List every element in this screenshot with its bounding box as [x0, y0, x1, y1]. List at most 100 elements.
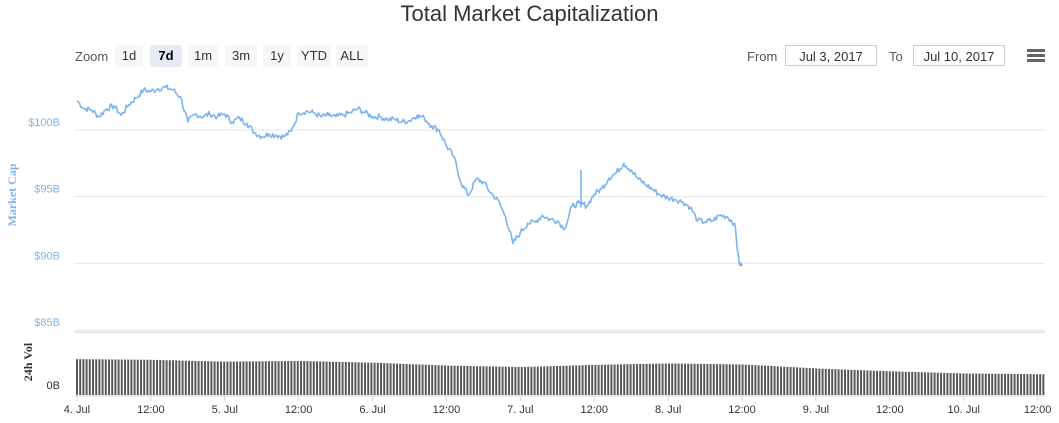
x-tick-label: 5. Jul [212, 404, 238, 416]
volume-bar [1032, 374, 1035, 395]
volume-bar [1020, 374, 1022, 395]
volume-bar [776, 366, 779, 395]
volume-bar [133, 359, 136, 395]
volume-bar [863, 370, 866, 395]
x-tick-label: 4. Jul [64, 404, 90, 416]
volume-bar [764, 365, 766, 395]
volume-bar [508, 366, 510, 395]
zoom-all-button[interactable]: ALL [336, 45, 368, 67]
volume-bar [402, 363, 405, 395]
volume-bar [338, 361, 341, 395]
volume-bar [421, 364, 424, 395]
volume-bar [146, 359, 149, 395]
volume-bar [984, 373, 987, 395]
volume-bar [748, 364, 750, 395]
volume-bar [690, 363, 693, 395]
volume-bar [540, 366, 542, 395]
volume-bar [927, 372, 930, 395]
volume-bar [725, 364, 728, 395]
volume-bar [988, 373, 990, 395]
volume-bar [175, 360, 178, 395]
volume-bar [344, 362, 347, 395]
volume-bar [664, 363, 667, 395]
volume-bar [184, 360, 187, 395]
x-tick-label: 12:00 [728, 404, 756, 416]
volume-bar [799, 367, 802, 395]
zoom-1y-button[interactable]: 1y [263, 45, 291, 67]
x-tick-label: 8. Jul [655, 404, 681, 416]
volume-bar [229, 361, 232, 395]
volume-bar [904, 371, 907, 395]
volume-bar [85, 359, 88, 395]
volume-bar [517, 366, 520, 395]
volume-bar [245, 361, 248, 395]
volume-bar [495, 366, 498, 395]
volume-bar [1016, 373, 1019, 395]
x-tick-label: 12:00 [137, 404, 165, 416]
volume-bar [706, 363, 709, 395]
volume-bar [172, 360, 174, 395]
volume-bar [831, 369, 834, 395]
volume-bar [309, 361, 312, 395]
zoom-1m-button[interactable]: 1m [188, 45, 218, 67]
volume-bar [98, 359, 101, 395]
volume-bar [792, 367, 795, 395]
volume-bar [888, 371, 891, 395]
to-date-input[interactable]: Jul 10, 2017 [913, 45, 1005, 66]
volume-bar [780, 366, 782, 395]
volume-bar [197, 360, 200, 395]
zoom-3m-button[interactable]: 3m [225, 45, 257, 67]
volume-bar [623, 364, 626, 395]
volume-bar [210, 361, 213, 395]
hamburger-menu-icon[interactable] [1027, 49, 1045, 63]
volume-bar [700, 363, 702, 395]
volume-axis-title: 24h Vol [21, 342, 35, 381]
volume-bar [376, 362, 379, 395]
chart-title: Total Market Capitalization [400, 1, 659, 26]
volume-bar [165, 360, 168, 395]
y-tick-label: $85B [34, 317, 60, 329]
volume-bar [453, 365, 456, 395]
volume-bar [524, 366, 526, 395]
volume-bar [591, 364, 594, 395]
volume-bar [312, 361, 315, 395]
volume-bar [152, 359, 155, 395]
volume-bar [732, 364, 734, 395]
volume-bar [485, 366, 488, 395]
volume-bar [482, 366, 485, 395]
volume-bar [367, 362, 370, 395]
from-date-input[interactable]: Jul 3, 2017 [785, 45, 877, 66]
volume-bar [898, 371, 901, 395]
volume-bar [277, 361, 280, 395]
volume-bar [300, 360, 302, 395]
volume-bar [668, 363, 670, 395]
volume-bar [901, 371, 904, 395]
zoom-1d-button[interactable]: 1d [115, 45, 143, 67]
volume-bar [463, 365, 466, 395]
volume-bar [104, 359, 107, 395]
volume-bar [188, 360, 190, 395]
volume-bar [207, 361, 210, 395]
volume-bar [735, 364, 738, 395]
volume-bar [850, 369, 853, 395]
volume-bar [242, 361, 245, 395]
volume-bar [632, 364, 635, 395]
volume-bar [885, 371, 888, 395]
volume-bar [268, 361, 270, 395]
x-tick-label: 12:00 [876, 404, 904, 416]
volume-bar [895, 371, 898, 395]
volume-bar [108, 359, 110, 395]
volume-bar [492, 366, 494, 395]
volume-bar [76, 359, 78, 395]
volume-bar [194, 360, 197, 395]
volume-bar [834, 369, 837, 395]
y-axis-title: Market Cap [5, 163, 19, 226]
volume-bar [440, 365, 443, 395]
x-tick-label: 12:00 [433, 404, 461, 416]
zoom-7d-button[interactable]: 7d [150, 45, 182, 67]
volume-bar [428, 364, 430, 395]
volume-bar [962, 373, 965, 395]
zoom-ytd-button[interactable]: YTD [297, 45, 331, 67]
volume-bar [908, 371, 910, 395]
